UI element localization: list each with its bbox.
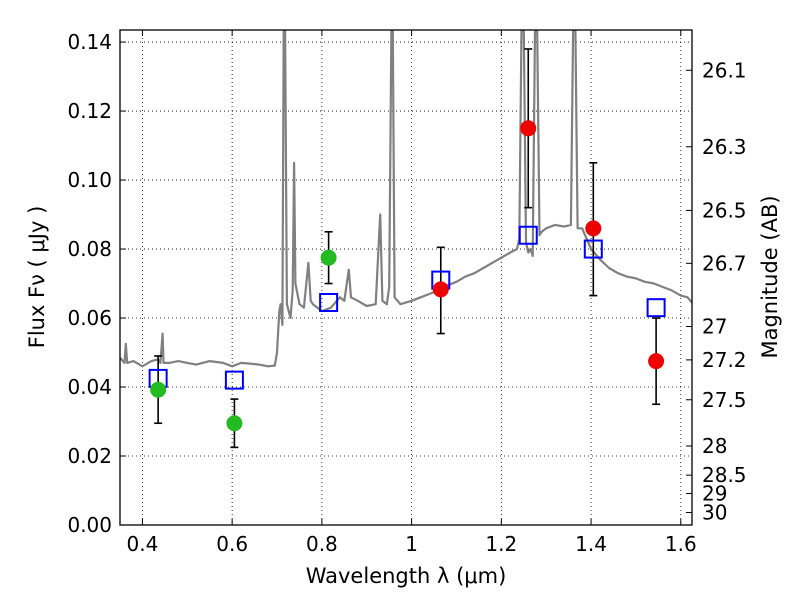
magnitude-tick-label: 27 (702, 315, 727, 339)
y-tick-label: 0.08 (67, 237, 112, 261)
observed-flux-point (432, 281, 449, 298)
observed-flux-point (226, 415, 243, 432)
plot-frame (119, 29, 693, 526)
x-axis-label: Wavelength λ (μm) (306, 564, 507, 588)
x-axis: 0.4 0.6 0.8 1 1.2 1.4 1.6 (127, 30, 697, 556)
y-tick-label: 0.10 (67, 168, 112, 192)
y-tick-label: 0.02 (67, 444, 112, 468)
y-tick-label: 0.00 (67, 513, 112, 537)
observed-flux-point (648, 353, 665, 370)
magnitude-axis-label: Magnitude (AB) (758, 195, 782, 358)
magnitude-tick-label: 26.5 (702, 198, 747, 222)
y-tick-label: 0.14 (67, 30, 112, 54)
observed-flux-point (520, 120, 537, 137)
y-tick-label: 0.06 (67, 306, 112, 330)
magnitude-tick-label: 27.2 (702, 348, 747, 372)
data-layer (120, 30, 692, 449)
y-axis: 0.00 0.02 0.04 0.06 0.08 0.10 0.12 0.14 (67, 30, 126, 537)
y-axis-label: Flux Fν ( μJy ) (25, 206, 49, 349)
x-tick-label: 1.2 (485, 532, 517, 556)
observed-flux-point (585, 220, 602, 237)
model-flux-square (319, 293, 339, 313)
y-tick-label: 0.04 (67, 375, 112, 399)
magnitude-tick-label: 29 (702, 482, 727, 506)
model-flux-square (646, 298, 666, 318)
magnitude-tick-label: 28.5 (702, 463, 747, 487)
x-tick-label: 1.6 (665, 532, 697, 556)
model-flux-square (583, 239, 603, 259)
spectrum-line (120, 30, 692, 368)
observed-flux-point (320, 249, 337, 266)
observed-flux-point (150, 381, 167, 398)
x-tick-label: 0.8 (306, 532, 338, 556)
magnitude-tick-label: 26.7 (702, 251, 747, 275)
model-flux-square (518, 225, 538, 245)
model-flux-square (224, 370, 244, 390)
y-tick-label: 0.12 (67, 99, 112, 123)
magnitude-tick-label: 26.3 (702, 135, 747, 159)
x-tick-label: 1.4 (575, 532, 607, 556)
x-tick-label: 0.6 (216, 532, 248, 556)
x-tick-label: 0.4 (127, 532, 159, 556)
x-tick-label: 1 (405, 532, 418, 556)
magnitude-tick-label: 28 (702, 434, 727, 458)
magnitude-tick-label: 27.5 (702, 388, 747, 412)
magnitude-tick-label: 30 (702, 500, 727, 524)
magnitude-tick-label: 26.1 (702, 58, 747, 82)
